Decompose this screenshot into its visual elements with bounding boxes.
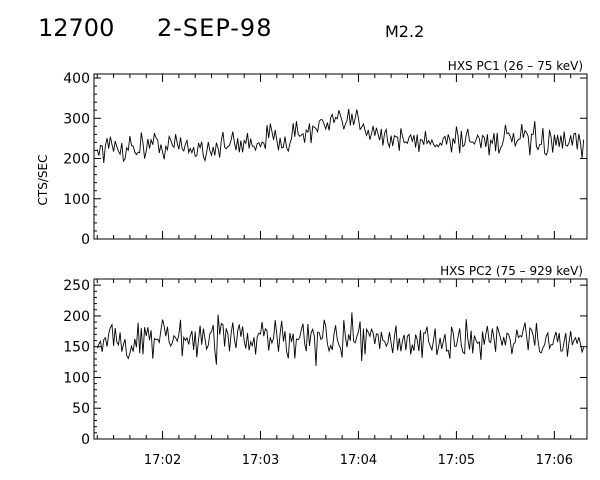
panel-pc1-series-line bbox=[96, 108, 585, 163]
x-tick-label: 17:04 bbox=[340, 453, 377, 468]
x-tick-label: 17:06 bbox=[536, 453, 573, 468]
y-tick-label: 0 bbox=[81, 232, 90, 248]
x-tick-label: 17:03 bbox=[242, 453, 279, 468]
y-tick-label: 300 bbox=[63, 111, 90, 127]
flare-class: M2.2 bbox=[385, 22, 425, 41]
y-tick-label: 150 bbox=[63, 340, 90, 356]
panel-pc2-frame bbox=[93, 278, 588, 440]
y-tick-label: 200 bbox=[63, 152, 90, 168]
y-tick-label: 50 bbox=[72, 401, 90, 417]
panel-pc1-title: HXS PC1 (26 – 75 keV) bbox=[448, 59, 583, 73]
x-tick-label: 17:02 bbox=[144, 453, 181, 468]
panel-pc1-frame bbox=[93, 73, 588, 240]
y-tick-label: 100 bbox=[63, 192, 90, 208]
panel-pc1-ylabel: CTS/SEC bbox=[36, 155, 50, 206]
panel-pc1-x-axis bbox=[96, 74, 588, 239]
y-tick-label: 400 bbox=[63, 71, 90, 87]
panel-pc1: HXS PC1 (26 – 75 keV) CTS/SEC 0 100 200 300… bbox=[36, 59, 588, 248]
y-tick-label: 0 bbox=[81, 432, 90, 448]
panel-pc2-x-axis: 17:02 17:03 17:04 17:05 17:06 bbox=[96, 279, 588, 468]
x-tick-label: 17:05 bbox=[438, 453, 475, 468]
panel-pc2-series-line bbox=[96, 312, 585, 367]
y-tick-label: 200 bbox=[63, 309, 90, 325]
panel-pc2-title: HXS PC2 (75 – 929 keV) bbox=[440, 264, 583, 278]
y-tick-label: 100 bbox=[63, 370, 90, 386]
panel-pc1-y-axis: 0 100 200 300 400 bbox=[63, 71, 587, 248]
y-tick-label: 250 bbox=[63, 278, 90, 294]
panel-pc2-y-axis: 0 50 100 150 200 250 bbox=[63, 278, 587, 448]
event-date: 2-SEP-98 bbox=[157, 14, 273, 42]
event-id: 12700 bbox=[38, 14, 115, 42]
panel-pc2: HXS PC2 (75 – 929 keV) 0 50 100 150 200 250 1… bbox=[63, 264, 588, 468]
